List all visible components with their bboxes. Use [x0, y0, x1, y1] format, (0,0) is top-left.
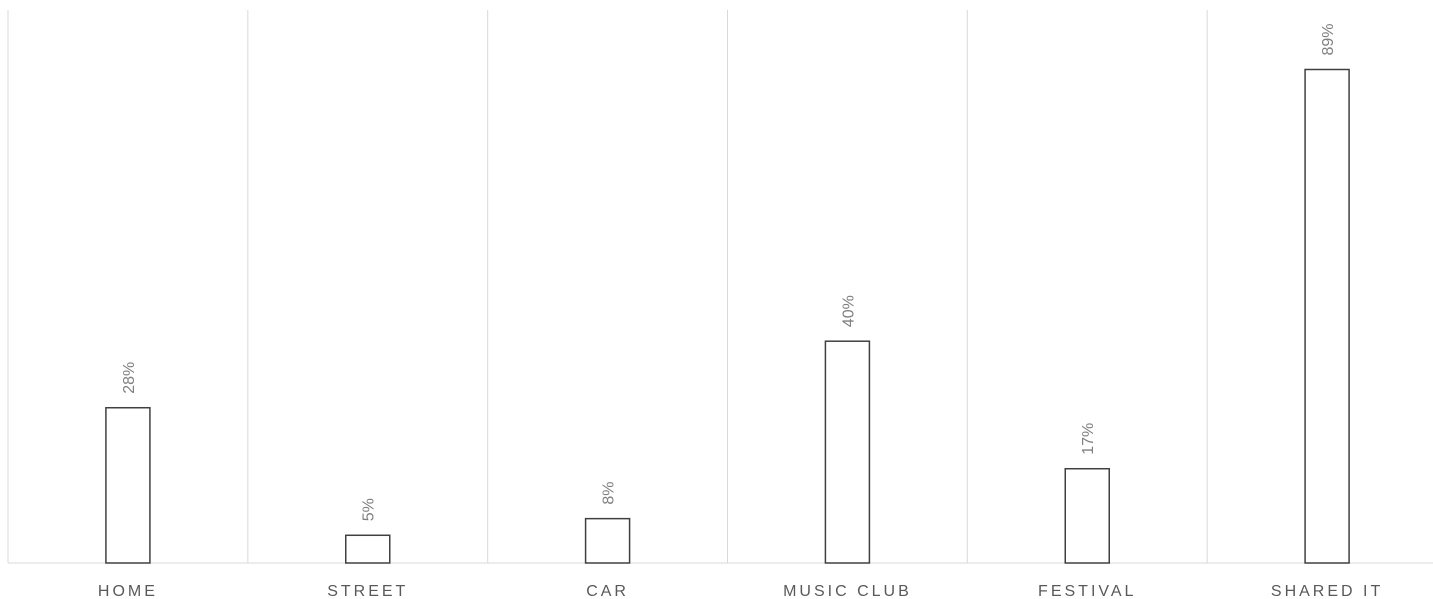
bar — [345, 534, 391, 564]
bar — [1304, 68, 1350, 564]
x-tick-label: STREET — [327, 583, 408, 599]
data-label: 89% — [1320, 23, 1337, 55]
x-tick-label: HOME — [98, 583, 158, 599]
data-label: 8% — [601, 482, 618, 505]
x-tick-label: CAR — [586, 583, 629, 599]
x-tick-label: MUSIC CLUB — [783, 583, 912, 599]
data-label: 17% — [1080, 423, 1097, 455]
bar — [584, 517, 631, 564]
data-label: 40% — [840, 295, 857, 327]
data-label: 5% — [361, 498, 378, 521]
bar — [1064, 467, 1110, 564]
grid-layer — [7, 10, 1433, 564]
bar — [824, 340, 871, 564]
data-label: 28% — [121, 362, 138, 394]
x-tick-layer: HOME STREET CAR MUSIC CLUB FESTIVAL SHARED IT — [98, 583, 1383, 599]
x-tick-label: SHARED IT — [1271, 583, 1383, 599]
bar — [105, 406, 151, 564]
bar-layer — [105, 68, 1350, 564]
data-label-layer: 28% 5% 8% 40% 17% 89% — [121, 23, 1337, 521]
x-tick-label: FESTIVAL — [1038, 583, 1136, 599]
